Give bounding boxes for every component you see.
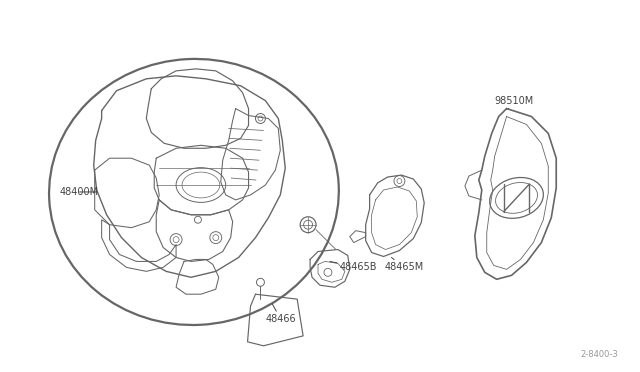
Text: 98510M: 98510M [495,96,534,109]
Text: 48465M: 48465M [385,257,424,272]
Text: 2-8400-3: 2-8400-3 [580,350,618,359]
Text: 48400M: 48400M [60,187,99,197]
Text: 48465B: 48465B [330,262,378,272]
Text: 48466: 48466 [266,304,296,324]
